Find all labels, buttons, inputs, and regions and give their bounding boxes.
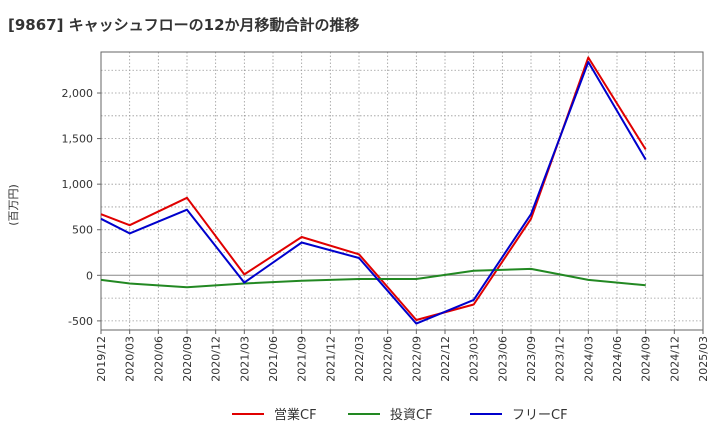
- y-tick-label: 1,000: [62, 178, 94, 191]
- legend-label: 投資CF: [390, 407, 433, 423]
- y-tick-label: 0: [86, 269, 93, 282]
- x-tick-label: 2023/09: [525, 336, 538, 382]
- x-tick-label: 2023/12: [554, 336, 567, 382]
- legend-label: フリーCF: [512, 408, 568, 423]
- x-tick-label: 2020/09: [181, 336, 194, 382]
- plot-frame: [100, 51, 704, 331]
- x-tick-label: 2022/12: [439, 336, 452, 382]
- chart-title: [9867] キャッシュフローの12か月移動合計の推移: [8, 16, 360, 34]
- y-tick-label: 500: [72, 224, 93, 237]
- y-axis: -500 0 500 1,000 1,500 2,000: [62, 87, 101, 328]
- y-axis-label: (百万円): [7, 184, 20, 226]
- x-tick-label: 2022/03: [353, 336, 366, 382]
- x-tick-label: 2021/12: [324, 336, 337, 382]
- grid-layer: [100, 52, 704, 330]
- x-tick-label: 2024/09: [640, 336, 653, 382]
- x-tick-label: 2024/12: [668, 336, 681, 382]
- y-tick-label: 2,000: [62, 87, 94, 100]
- legend-label: 営業CF: [274, 407, 317, 423]
- series-line-フリーCF: [100, 61, 647, 325]
- y-tick-label: -500: [68, 315, 93, 328]
- x-tick-label: 2023/06: [496, 336, 509, 382]
- x-tick-label: 2020/03: [124, 336, 137, 382]
- x-tick-label: 2021/06: [267, 336, 280, 382]
- x-tick-label: 2023/03: [468, 336, 481, 382]
- x-tick-label: 2025/03: [697, 336, 710, 382]
- x-tick-label: 2024/06: [611, 336, 624, 382]
- x-tick-label: 2021/09: [296, 336, 309, 382]
- x-tick-label: 2020/06: [152, 336, 165, 382]
- x-tick-label: 2022/09: [410, 336, 423, 382]
- x-tick-label: 2024/03: [582, 336, 595, 382]
- x-tick-label: 2020/12: [210, 336, 223, 382]
- x-axis: 2019/12 2020/03 2020/06 2020/09 2020/12 2021/…: [95, 330, 710, 382]
- y-tick-label: 1,500: [62, 133, 94, 146]
- series-line-投資CF: [100, 267, 646, 289]
- series-line-営業CF: [100, 56, 647, 321]
- x-tick-label: 2022/06: [382, 336, 395, 382]
- legend: 営業CF 投資CF フリーCF: [232, 407, 568, 423]
- x-tick-label: 2021/03: [238, 336, 251, 382]
- x-tick-label: 2019/12: [95, 336, 108, 382]
- series-layer: [100, 56, 647, 325]
